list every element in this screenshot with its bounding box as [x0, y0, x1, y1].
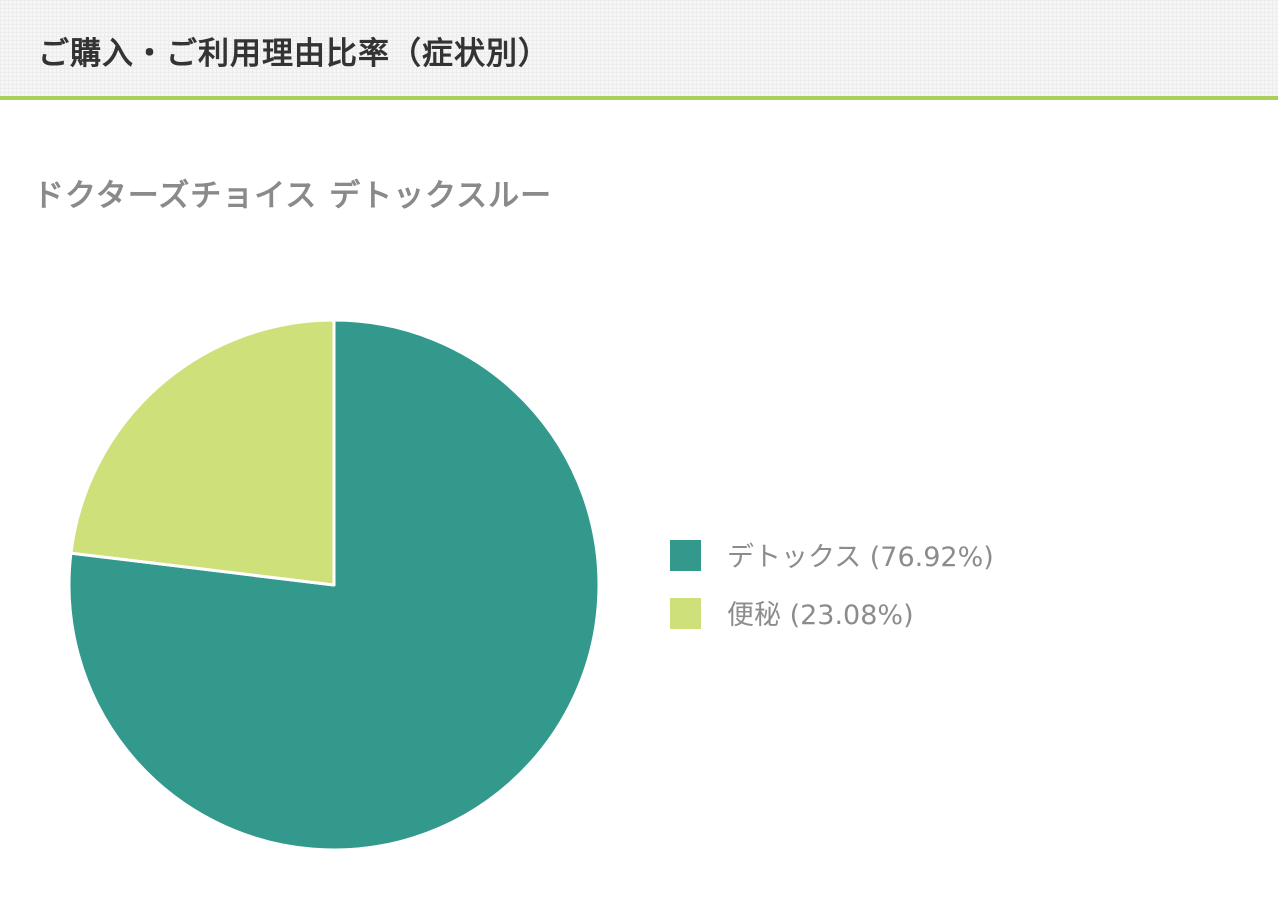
header-bar: ご購入・ご利用理由比率（症状別）: [0, 0, 1278, 100]
legend-swatch-0: [670, 540, 701, 571]
legend-label-1: 便秘 (23.08%): [727, 600, 914, 631]
page-title: ご購入・ご利用理由比率（症状別）: [38, 36, 550, 72]
legend-swatch-1: [670, 598, 701, 629]
legend-label-0: デトックス (76.92%): [727, 542, 994, 573]
pie-slices: [67, 318, 601, 852]
chart-legend: デトックス (76.92%) 便秘 (23.08%): [670, 540, 994, 631]
chart-title: ドクターズチョイス デトックスルー: [33, 178, 553, 214]
pie-slice-1[interactable]: [69, 318, 336, 587]
